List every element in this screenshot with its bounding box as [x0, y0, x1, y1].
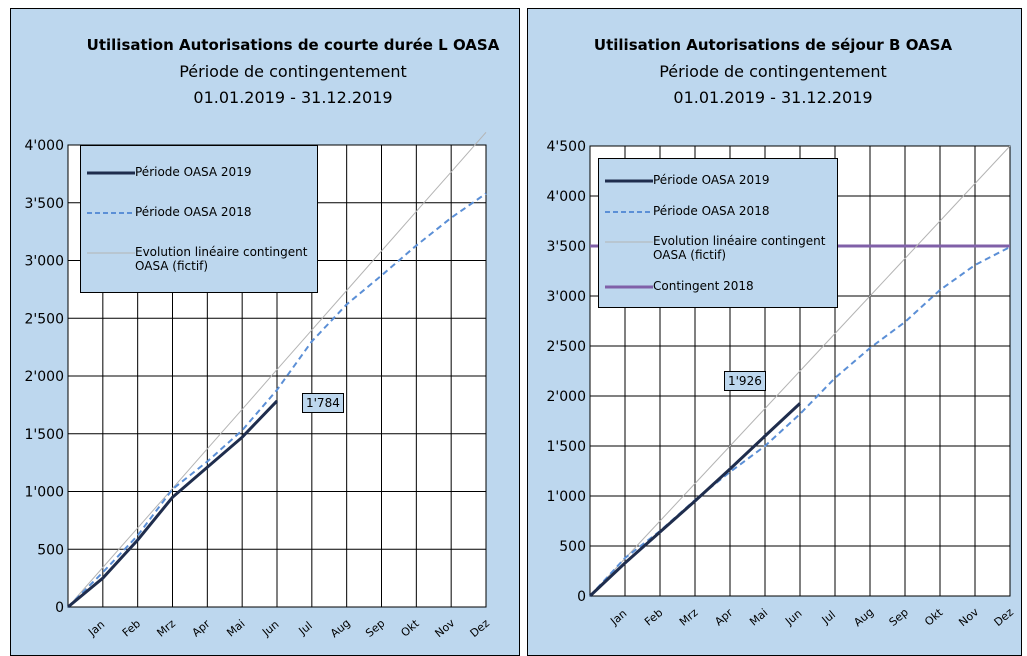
- data-label: 1'784: [302, 392, 344, 413]
- x-tick-label: Nov: [433, 616, 458, 640]
- x-tick-label: Jun: [782, 607, 804, 629]
- series-line: [588, 402, 802, 598]
- x-tick-label: Aug: [851, 605, 876, 629]
- legend-entry: Période OASA 2019: [603, 173, 833, 187]
- y-tick-label: 2'000: [547, 389, 586, 405]
- x-tick-label: Feb: [642, 606, 665, 628]
- x-tick-label: Feb: [120, 617, 143, 639]
- legend-label: Contingent 2018: [653, 278, 754, 293]
- legend-swatch: [87, 252, 135, 254]
- x-tick-label: Sep: [363, 617, 387, 640]
- y-tick-label: 3'500: [25, 196, 64, 212]
- legend-swatch: [605, 210, 653, 213]
- x-tick-label: Dez: [468, 616, 493, 640]
- x-tick-label: Jul: [819, 608, 838, 627]
- legend-entry: Contingent 2018: [603, 279, 833, 293]
- x-tick-label: Apr: [712, 606, 735, 628]
- y-tick-label: 2'500: [547, 339, 586, 355]
- y-tick-label: 4'000: [25, 138, 64, 154]
- series-line: [67, 399, 279, 609]
- x-tick-label: Jan: [85, 618, 107, 640]
- chart-title: Utilisation Autorisations de courte duré…: [87, 36, 500, 54]
- x-tick-label: Okt: [922, 606, 946, 629]
- y-tick-label: 500: [559, 539, 586, 555]
- y-tick-label: 0: [55, 600, 64, 616]
- legend-entry: Période OASA 2018: [85, 205, 313, 219]
- y-tick-label: 2'000: [25, 369, 64, 385]
- legend-entry: Evolution linéaire contingent OASA (fict…: [603, 234, 833, 262]
- legend-label: Evolution linéaire contingent OASA (fict…: [653, 234, 826, 263]
- legend-entry: Période OASA 2018: [603, 204, 833, 218]
- legend-entry: Evolution linéaire contingent OASA (fict…: [85, 245, 313, 273]
- series-line: [589, 145, 1011, 597]
- y-tick-label: 4'500: [547, 139, 586, 155]
- y-tick-label: 1'500: [25, 427, 64, 443]
- x-tick-label: Jul: [296, 619, 315, 638]
- chart-subtitle: Période de contingentement: [659, 62, 887, 81]
- y-tick-label: 3'000: [547, 289, 586, 305]
- legend-swatch: [87, 212, 135, 214]
- y-tick-label: 3'500: [547, 239, 586, 255]
- legend-swatch: [605, 285, 653, 289]
- y-tick-label: 4'000: [547, 189, 586, 205]
- legend-label: Période OASA 2018: [653, 203, 770, 218]
- legend-label: Période OASA 2018: [135, 205, 252, 219]
- x-tick-label: Jan: [607, 607, 629, 629]
- x-tick-label: Mrz: [154, 617, 178, 640]
- x-tick-label: Mai: [224, 617, 247, 639]
- legend-swatch: [605, 241, 653, 243]
- y-tick-label: 3'000: [25, 254, 64, 270]
- y-tick-label: 2'500: [25, 311, 64, 327]
- x-tick-label: Apr: [190, 617, 213, 639]
- x-tick-label: Mai: [747, 606, 770, 628]
- legend-label: Période OASA 2019: [135, 165, 252, 179]
- legend-swatch: [605, 179, 653, 183]
- legend-label: Période OASA 2019: [653, 173, 770, 188]
- y-tick-label: 1'500: [547, 439, 586, 455]
- x-tick-label: Dez: [992, 605, 1017, 629]
- y-tick-label: 500: [37, 542, 64, 558]
- x-tick-label: Jun: [259, 618, 281, 640]
- chart-period: 01.01.2019 - 31.12.2019: [673, 88, 872, 107]
- x-tick-label: Aug: [328, 616, 353, 640]
- y-tick-label: 1'000: [547, 489, 586, 505]
- series-line: [67, 131, 487, 608]
- chart-subtitle: Période de contingentement: [179, 62, 407, 81]
- y-tick-label: 0: [577, 589, 586, 605]
- legend-entry: Période OASA 2019: [85, 165, 313, 179]
- legend-swatch: [87, 171, 135, 175]
- x-tick-label: Nov: [956, 605, 981, 629]
- x-tick-label: Sep: [887, 606, 911, 629]
- plot-border: [589, 145, 1011, 597]
- chart-period: 01.01.2019 - 31.12.2019: [193, 88, 392, 107]
- data-label: 1'926: [724, 371, 766, 392]
- legend-label: Evolution linéaire contingent OASA (fict…: [135, 245, 308, 273]
- series-line: [67, 192, 487, 608]
- x-tick-label: Mrz: [677, 606, 701, 629]
- chart-title: Utilisation Autorisations de séjour B OA…: [594, 36, 953, 54]
- x-tick-label: Okt: [398, 617, 422, 640]
- legend: Période OASA 2019 Période OASA 2018 Evolut…: [598, 158, 838, 308]
- y-tick-label: 1'000: [25, 485, 64, 501]
- legend: Période OASA 2019 Période OASA 2018 Evolut…: [80, 145, 318, 293]
